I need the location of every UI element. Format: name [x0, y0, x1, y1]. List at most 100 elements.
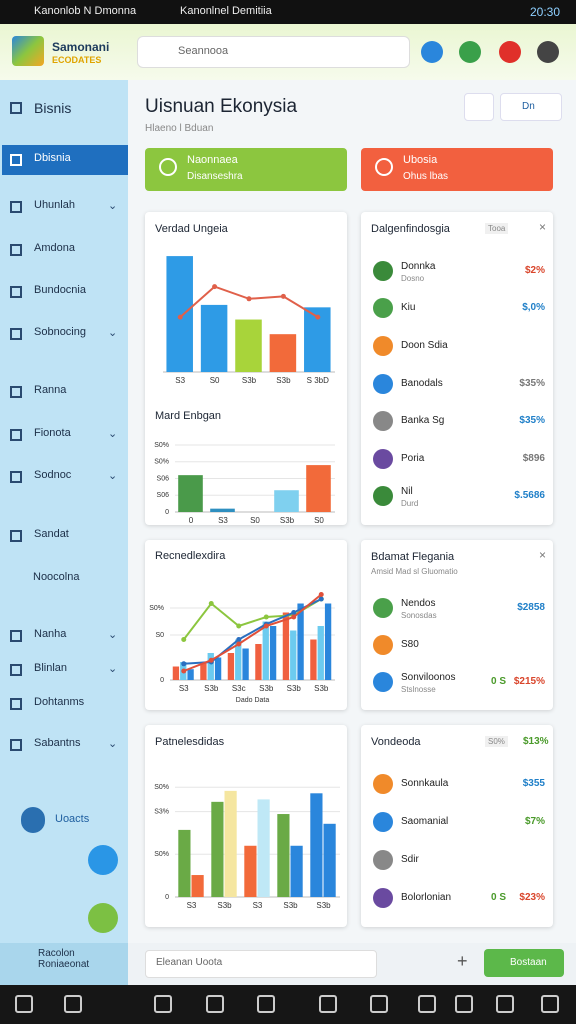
nav-item[interactable]: Sandat — [34, 528, 69, 540]
row-value: $896 — [522, 452, 545, 464]
row-icon — [373, 888, 393, 908]
nav-button[interactable] — [319, 995, 337, 1013]
banner-title: Naonnaea — [187, 154, 238, 166]
card — [145, 540, 347, 710]
row-icon — [373, 373, 393, 394]
user-name[interactable]: Uoacts — [55, 813, 90, 825]
sidebar-footer[interactable]: Racolon Roniaeonat — [38, 948, 90, 970]
nav-item[interactable]: Fionota — [34, 427, 71, 439]
row-value: $,0% — [522, 302, 545, 314]
nav-icon — [10, 154, 22, 166]
row-label[interactable]: Donnka — [401, 260, 436, 272]
header-icon[interactable] — [499, 41, 521, 63]
nav-button[interactable] — [154, 995, 172, 1013]
nav-icon — [10, 739, 22, 751]
row-label[interactable]: Banodals — [401, 377, 443, 389]
row-label[interactable]: S80 — [401, 639, 419, 650]
nav-item[interactable]: Blinlan — [34, 662, 68, 674]
row-label[interactable]: Saomanial — [401, 816, 449, 827]
row-value: $2% — [524, 264, 545, 276]
nav-button[interactable] — [418, 995, 436, 1013]
nav-button[interactable] — [64, 995, 82, 1013]
page-title: Uisnuan Ekonysia — [145, 96, 298, 117]
nav-icon — [10, 471, 22, 483]
row-label[interactable]: Banka Sg — [401, 415, 445, 427]
row-label[interactable]: Sdir — [401, 854, 419, 865]
user-avatar — [21, 807, 45, 833]
page-subtitle: Hlaeno l Bduan — [145, 123, 214, 134]
fab[interactable] — [88, 845, 118, 875]
nav-icon — [10, 286, 22, 298]
row-label[interactable]: Nendos — [401, 598, 436, 610]
row-label[interactable]: Sonnkaula — [401, 778, 449, 789]
bottom-nav — [0, 985, 576, 1024]
chevron: ⌄ — [108, 470, 118, 482]
status-app: Kanonlnel Demitiia — [180, 5, 272, 17]
nav-item[interactable]: Ranna — [34, 384, 67, 396]
chevron: ⌄ — [108, 327, 118, 339]
nav-item[interactable]: Nanha — [34, 628, 67, 640]
nav-item[interactable]: Bisnis — [34, 100, 72, 116]
nav-item[interactable]: Bundocnia — [34, 284, 86, 296]
list-tag: Tooa — [485, 223, 509, 234]
header-icon[interactable] — [421, 41, 443, 63]
chevron: ⌄ — [108, 738, 118, 750]
row-label[interactable]: Bolorlonian — [401, 892, 452, 903]
nav-icon — [10, 698, 22, 710]
row-extra: 0 S — [491, 892, 507, 903]
list-subtitle: Amsid Mad sl Gluomatio — [371, 567, 458, 576]
row-value: $355 — [522, 778, 545, 789]
row-icon — [373, 335, 393, 356]
brand-sub: ECODATES — [52, 55, 102, 65]
search-box[interactable] — [137, 36, 410, 68]
nav-button[interactable] — [455, 995, 473, 1013]
close-button[interactable]: × — [539, 548, 547, 562]
row-label[interactable]: Sonviloonos — [401, 671, 456, 683]
banner[interactable] — [361, 148, 553, 191]
nav-item[interactable]: Amdona — [34, 242, 75, 254]
banner-title: Ubosia — [403, 154, 438, 166]
row-sub: Stslnosse — [401, 684, 436, 694]
chevron: ⌄ — [108, 200, 118, 212]
banner-icon — [375, 158, 393, 176]
row-value: $2858 — [517, 602, 545, 614]
nav-button[interactable] — [15, 995, 33, 1013]
nav-button[interactable] — [541, 995, 559, 1013]
nav-icon — [10, 201, 22, 213]
row-icon — [373, 850, 393, 870]
header-icon[interactable] — [459, 41, 481, 63]
nav-item[interactable]: Noocolna — [33, 571, 80, 583]
nav-button[interactable] — [496, 995, 514, 1013]
banner[interactable] — [145, 148, 347, 191]
row-label[interactable]: Doon Sdia — [401, 339, 448, 351]
row-icon — [373, 448, 393, 469]
nav-button[interactable] — [206, 995, 224, 1013]
nav-icon — [10, 328, 22, 340]
icon-button[interactable] — [464, 93, 494, 121]
sidebar-footer-bg — [0, 943, 128, 985]
nav-icon — [10, 386, 22, 398]
footer-button[interactable] — [484, 949, 564, 977]
nav-icon — [10, 630, 22, 642]
row-value: $35% — [519, 377, 545, 389]
card — [145, 725, 347, 927]
footer-input[interactable] — [145, 950, 377, 978]
add-button[interactable]: + — [457, 951, 468, 971]
nav-item[interactable]: Uhunlah — [34, 199, 75, 211]
row-label[interactable]: Nil — [401, 486, 413, 498]
nav-item[interactable]: Dohtanms — [34, 696, 85, 708]
nav-item[interactable]: Dbisnia — [34, 152, 71, 164]
dropdown[interactable] — [500, 93, 562, 121]
close-button[interactable]: × — [539, 220, 547, 234]
header-icon[interactable] — [537, 41, 559, 63]
nav-icon — [10, 530, 22, 542]
nav-button[interactable] — [370, 995, 388, 1013]
nav-button[interactable] — [257, 995, 275, 1013]
row-label[interactable]: Poria — [401, 452, 425, 464]
row-label[interactable]: Kiu — [401, 302, 416, 314]
fab[interactable] — [88, 903, 118, 933]
nav-item[interactable]: Sodnoc — [34, 469, 72, 481]
nav-item[interactable]: Sobnocing — [34, 326, 86, 338]
row-icon — [373, 774, 393, 794]
nav-item[interactable]: Sabantns — [34, 737, 81, 749]
